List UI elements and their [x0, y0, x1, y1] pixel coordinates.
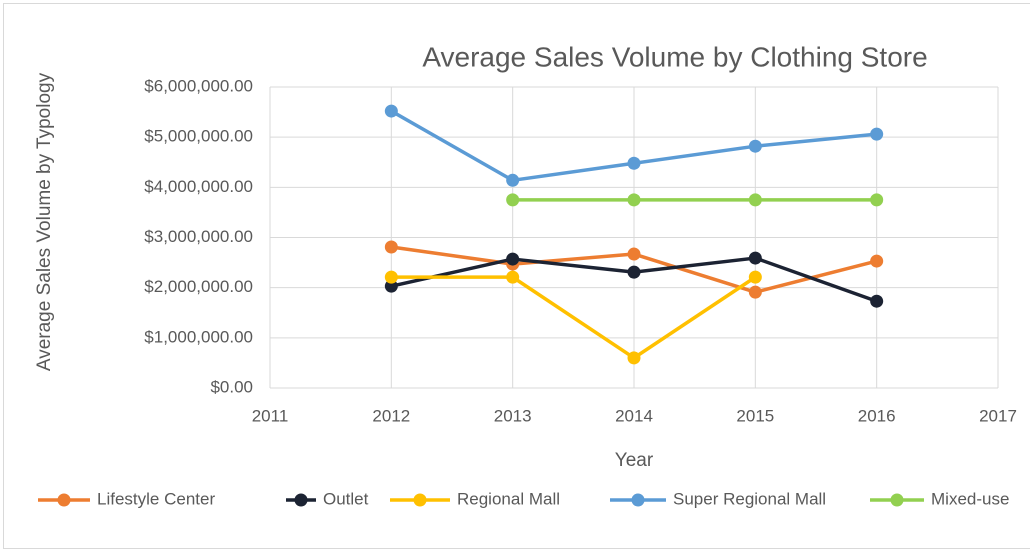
data-point: [748, 285, 762, 299]
legend-label: Outlet: [323, 489, 369, 508]
data-point: [627, 193, 641, 207]
data-point: [506, 270, 520, 284]
series-line: [391, 275, 757, 360]
y-tick-label: $0.00: [210, 377, 253, 396]
data-point: [627, 247, 641, 261]
y-tick-label: $3,000,000.00: [144, 227, 253, 246]
data-point: [506, 193, 520, 207]
legend-label: Regional Mall: [457, 489, 560, 508]
chart-title: Average Sales Volume by Clothing Store: [422, 41, 927, 72]
legend-marker: [413, 493, 427, 507]
data-point: [748, 251, 762, 265]
legend-label: Mixed-use: [931, 489, 1009, 508]
legend-marker: [631, 493, 645, 507]
data-point: [384, 240, 398, 254]
data-point: [870, 127, 884, 141]
x-tick-label: 2017: [979, 406, 1017, 425]
legend-label: Lifestyle Center: [97, 489, 215, 508]
data-point: [506, 252, 520, 266]
x-tick-label: 2013: [494, 406, 532, 425]
data-point: [627, 351, 641, 365]
data-point: [748, 139, 762, 153]
data-point: [384, 279, 398, 293]
data-point: [384, 104, 398, 118]
y-tick-label: $6,000,000.00: [144, 76, 253, 95]
y-tick-label: $2,000,000.00: [144, 277, 253, 296]
data-point: [870, 254, 884, 268]
y-tick-label: $5,000,000.00: [144, 127, 253, 146]
legend-marker: [294, 493, 308, 507]
x-axis-label: Year: [615, 450, 654, 471]
data-point: [506, 173, 520, 187]
data-point: [627, 265, 641, 279]
y-tick-label: $4,000,000.00: [144, 177, 253, 196]
x-tick-label: 2012: [372, 406, 410, 425]
x-tick-label: 2016: [858, 406, 896, 425]
x-tick-label: 2014: [615, 406, 653, 425]
legend-marker: [57, 493, 71, 507]
legend-label: Super Regional Mall: [673, 489, 826, 508]
x-tick-label: 2011: [252, 406, 289, 425]
data-point: [870, 193, 884, 207]
data-point: [870, 294, 884, 308]
y-axis-label: Average Sales Volume by Typology: [34, 72, 55, 371]
x-tick-label: 2015: [736, 406, 774, 425]
data-point: [384, 270, 398, 284]
y-tick-label: $1,000,000.00: [144, 327, 253, 346]
data-point: [748, 193, 762, 207]
data-point: [748, 270, 762, 284]
legend-marker: [890, 493, 904, 507]
data-point: [627, 156, 641, 170]
